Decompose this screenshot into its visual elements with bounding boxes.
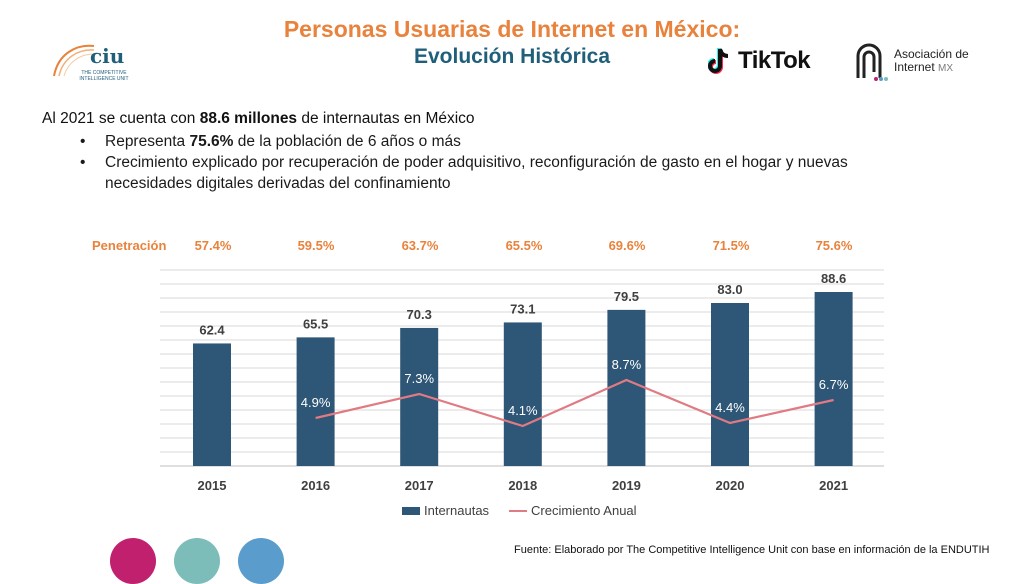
growth-line [316, 380, 834, 426]
x-tick-label: 2020 [716, 478, 745, 493]
bar-value-label: 88.6 [821, 271, 846, 286]
x-tick-label: 2017 [405, 478, 434, 493]
bar-value-label: 70.3 [407, 307, 432, 322]
source-note: Fuente: Elaborado por The Competitive In… [514, 544, 990, 556]
x-tick-label: 2019 [612, 478, 641, 493]
legend-bar-label: Internautas [424, 503, 489, 518]
decorative-circle [238, 538, 284, 584]
x-tick-label: 2018 [508, 478, 537, 493]
bar [193, 343, 231, 466]
legend-line-swatch [509, 510, 527, 512]
x-tick-label: 2015 [198, 478, 227, 493]
bar [711, 303, 749, 466]
line-value-label: 8.7% [612, 357, 642, 372]
decorative-circle [110, 538, 156, 584]
legend-line-label: Crecimiento Anual [531, 503, 637, 518]
bar [607, 310, 645, 466]
legend-bar-swatch [402, 507, 420, 515]
internet-users-chart: 62.4 2015 65.5 2016 70.3 2017 73.1 2018 79.5 2019… [0, 0, 1024, 562]
decorative-circle [174, 538, 220, 584]
line-value-label: 4.4% [715, 400, 745, 415]
bar-value-label: 65.5 [303, 316, 328, 331]
bar-value-label: 83.0 [717, 282, 742, 297]
chart-legend: Internautas Crecimiento Anual [402, 503, 637, 518]
line-value-label: 7.3% [404, 371, 434, 386]
bar-value-label: 73.1 [510, 301, 535, 316]
x-tick-label: 2016 [301, 478, 330, 493]
line-value-label: 4.9% [301, 395, 331, 410]
line-value-label: 4.1% [508, 403, 538, 418]
bar [504, 322, 542, 466]
bar-value-label: 79.5 [614, 289, 639, 304]
line-value-label: 6.7% [819, 377, 849, 392]
bar-value-label: 62.4 [199, 322, 225, 337]
x-tick-label: 2021 [819, 478, 848, 493]
